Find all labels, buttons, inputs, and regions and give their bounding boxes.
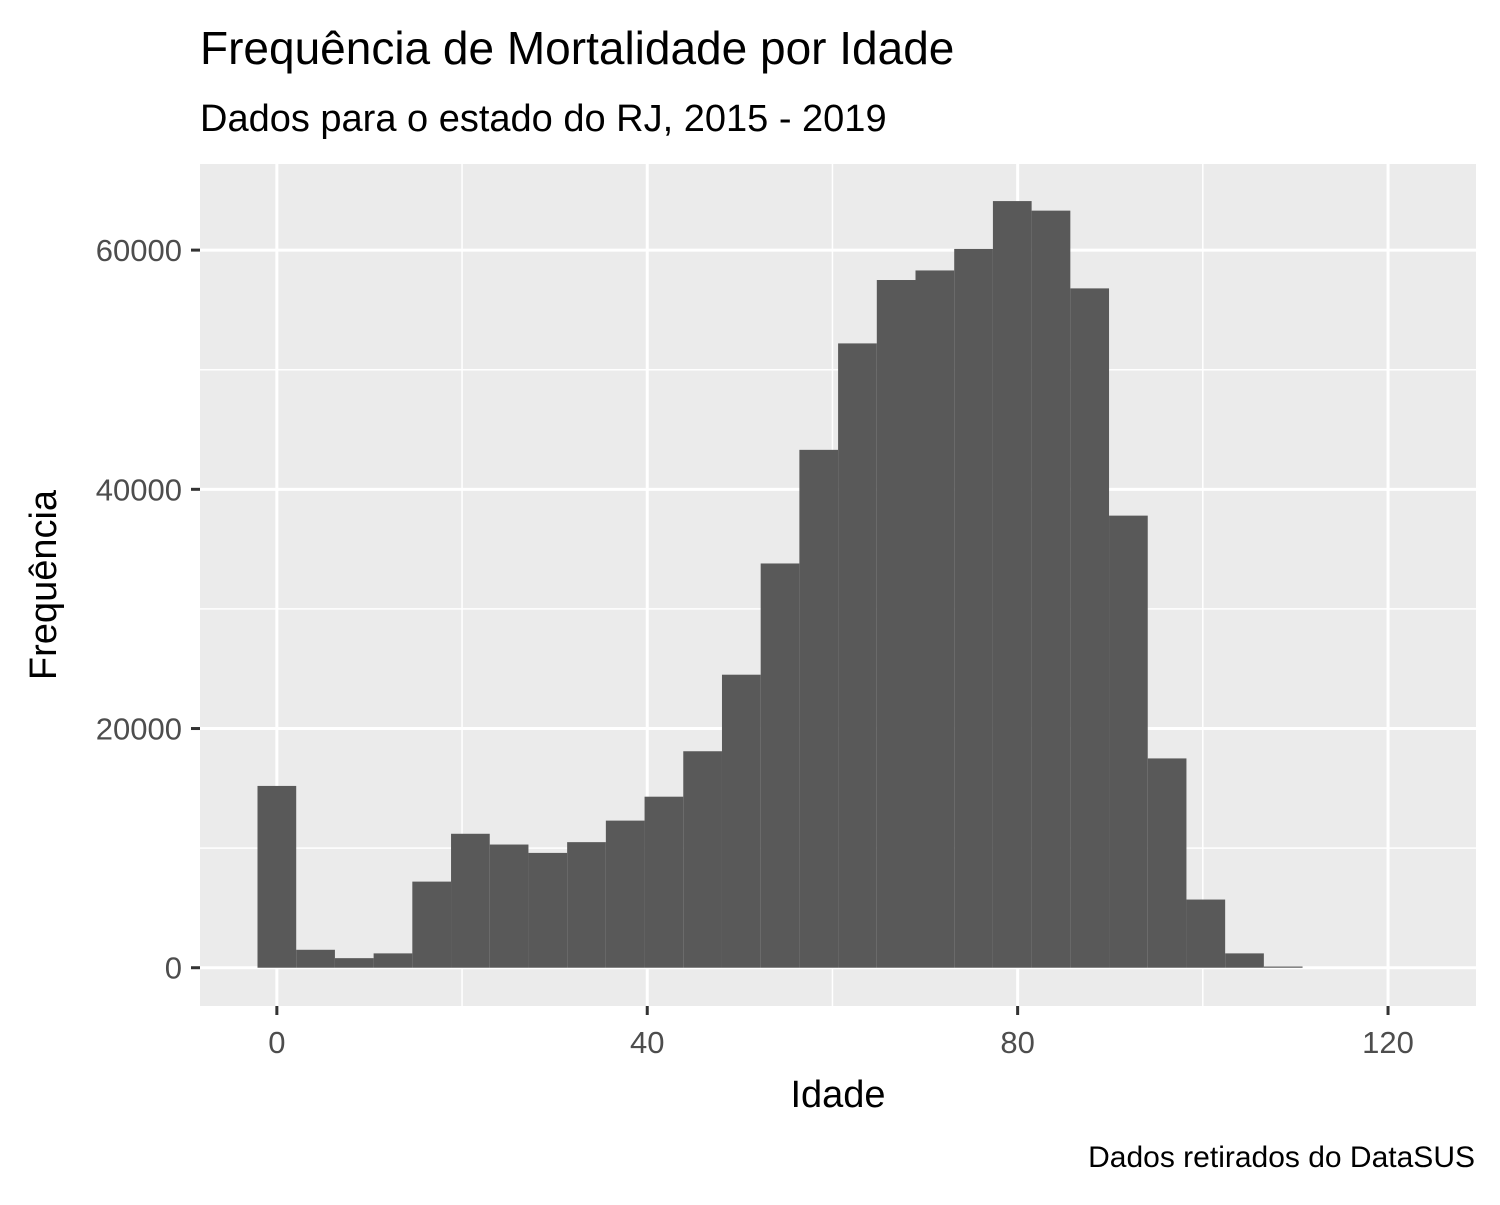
- histogram-bar: [412, 881, 452, 968]
- y-tick-label: 0: [165, 951, 182, 986]
- histogram-bar: [1031, 210, 1071, 968]
- histogram-bar: [992, 201, 1032, 968]
- x-axis-label: Idade: [790, 1074, 885, 1116]
- histogram-bar: [528, 852, 568, 968]
- histogram-bar: [1225, 953, 1264, 968]
- axes: 0 40 80 120 0 20000 40000 60000: [96, 233, 1414, 1060]
- chart-subtitle: Dados para o estado do RJ, 2015 - 2019: [200, 98, 887, 140]
- histogram-bar: [1186, 899, 1226, 968]
- histogram-bar: [799, 449, 839, 968]
- histogram-bar: [451, 833, 490, 968]
- histogram-bar: [954, 248, 993, 968]
- histogram-bar: [760, 563, 800, 968]
- histogram-bar: [915, 270, 955, 968]
- histogram-bar: [257, 785, 297, 968]
- histogram-bar: [567, 842, 606, 968]
- histogram-bar: [644, 796, 684, 968]
- x-tick-label: 120: [1362, 1025, 1414, 1060]
- histogram-bar: [1263, 966, 1303, 968]
- histogram-bar: [838, 343, 877, 968]
- y-tick-label: 20000: [96, 712, 182, 747]
- chart-title: Frequência de Mortalidade por Idade: [200, 22, 954, 74]
- histogram-bar: [373, 953, 413, 968]
- y-tick-label: 60000: [96, 233, 182, 268]
- x-tick-label: 80: [1000, 1025, 1034, 1060]
- histogram-bar: [334, 958, 374, 968]
- histogram-bar: [721, 674, 761, 968]
- chart-caption: Dados retirados do DataSUS: [1088, 1141, 1475, 1174]
- histogram-bar: [1147, 758, 1187, 968]
- histogram-bar: [489, 844, 529, 968]
- histogram-bar: [296, 949, 335, 968]
- y-tick-label: 40000: [96, 472, 182, 507]
- x-tick-label: 40: [630, 1025, 664, 1060]
- histogram-bar: [876, 280, 916, 968]
- histogram-bar: [605, 820, 645, 968]
- histogram-bars: [257, 201, 1303, 968]
- y-axis-label: Frequência: [23, 489, 65, 680]
- histogram-bar: [1070, 288, 1110, 968]
- histogram-bar: [1109, 515, 1148, 968]
- x-tick-label: 0: [268, 1025, 285, 1060]
- histogram-bar: [683, 751, 722, 968]
